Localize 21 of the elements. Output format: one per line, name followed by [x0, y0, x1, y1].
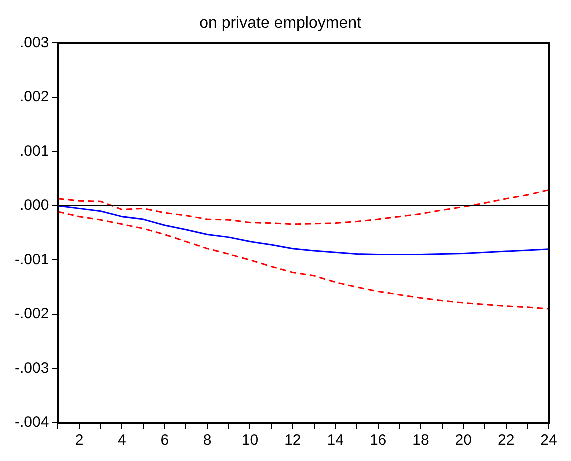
x-tick-label: 22: [498, 432, 515, 450]
x-tick-label: 6: [160, 432, 170, 450]
x-tick-label: 18: [412, 432, 430, 450]
x-tick-label: 4: [118, 432, 126, 450]
x-tick-label: 14: [327, 432, 344, 450]
y-tick-label: .002: [20, 88, 50, 106]
chart-title: on private employment: [200, 15, 362, 32]
x-tick-label: 20: [455, 432, 472, 450]
x-tick-label: 10: [242, 432, 259, 450]
y-tick-label: -.003: [14, 360, 50, 377]
x-tick-label: 12: [284, 432, 302, 450]
y-tick-label: -.004: [14, 414, 50, 432]
y-tick-label: .001: [20, 142, 50, 160]
y-tick-label: .000: [20, 197, 50, 214]
x-tick-label: 24: [540, 432, 558, 450]
y-tick-label: -.002: [14, 306, 50, 323]
x-tick-label: 16: [370, 432, 387, 450]
x-tick-label: 8: [203, 432, 212, 450]
x-tick-label: 2: [75, 432, 84, 450]
y-tick-label: .003: [20, 34, 50, 52]
y-tick-label: -.001: [14, 251, 50, 268]
